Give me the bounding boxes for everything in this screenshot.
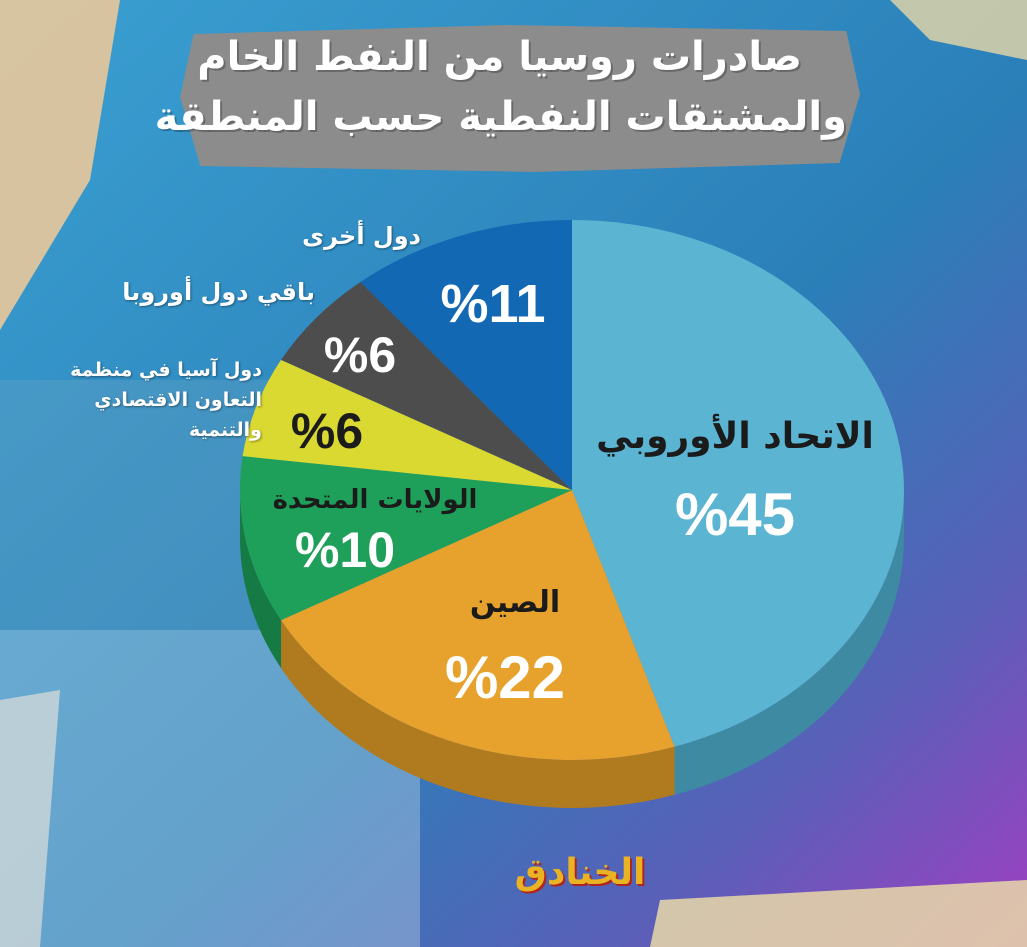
slice-value-label-5: %11 — [440, 274, 545, 334]
legend-label-oecd-line-3: والتنمية — [189, 419, 262, 441]
title-banner — [180, 25, 860, 172]
legend-label-oecd-line-2: التعاون الاقتصادي — [94, 389, 262, 411]
slice-value-label-1: %22 — [445, 644, 565, 711]
pie-slice-2 — [240, 456, 572, 621]
pie-sides — [240, 490, 904, 808]
slice-name-label-0: الاتحاد الأوروبي — [596, 413, 874, 457]
pie-labels: الاتحاد الأوروبي %45 الصين %22 الولايات المت… — [273, 274, 874, 711]
pie-slice-3 — [242, 359, 572, 490]
slice-name-label-1: الصين — [470, 585, 560, 620]
pie-slice-5 — [360, 220, 572, 490]
chart-title-line-2: والمشتقات النفطية حسب المنطقة — [154, 94, 847, 140]
slice-value-label-4: %6 — [324, 327, 396, 383]
slice-name-label-2: الولايات المتحدة — [273, 485, 478, 515]
pie-side-0 — [674, 490, 904, 795]
legend-label-rest-europe: باقي دول أوروبا — [122, 278, 315, 306]
slice-value-label-2: %10 — [295, 522, 395, 578]
pie-slice-1 — [281, 490, 675, 761]
pie-slice-4 — [281, 281, 572, 490]
chart-title-line-1: صادرات روسيا من النفط الخام — [197, 34, 802, 80]
pie-slice-0 — [572, 220, 904, 747]
legend-label-other: دول أخرى — [302, 222, 421, 250]
pie-slices — [240, 220, 904, 761]
slice-value-label-0: %45 — [675, 481, 795, 548]
brand-logo: الخنادق — [514, 852, 646, 893]
pie-side-1 — [281, 620, 675, 808]
pie-side-2 — [240, 490, 282, 669]
slice-value-label-3: %6 — [291, 403, 363, 459]
legend-label-oecd-asia: دول آسيا في منظمة التعاون الاقتصادي والت… — [42, 355, 262, 445]
legend-label-oecd-line-1: دول آسيا في منظمة — [70, 359, 262, 381]
